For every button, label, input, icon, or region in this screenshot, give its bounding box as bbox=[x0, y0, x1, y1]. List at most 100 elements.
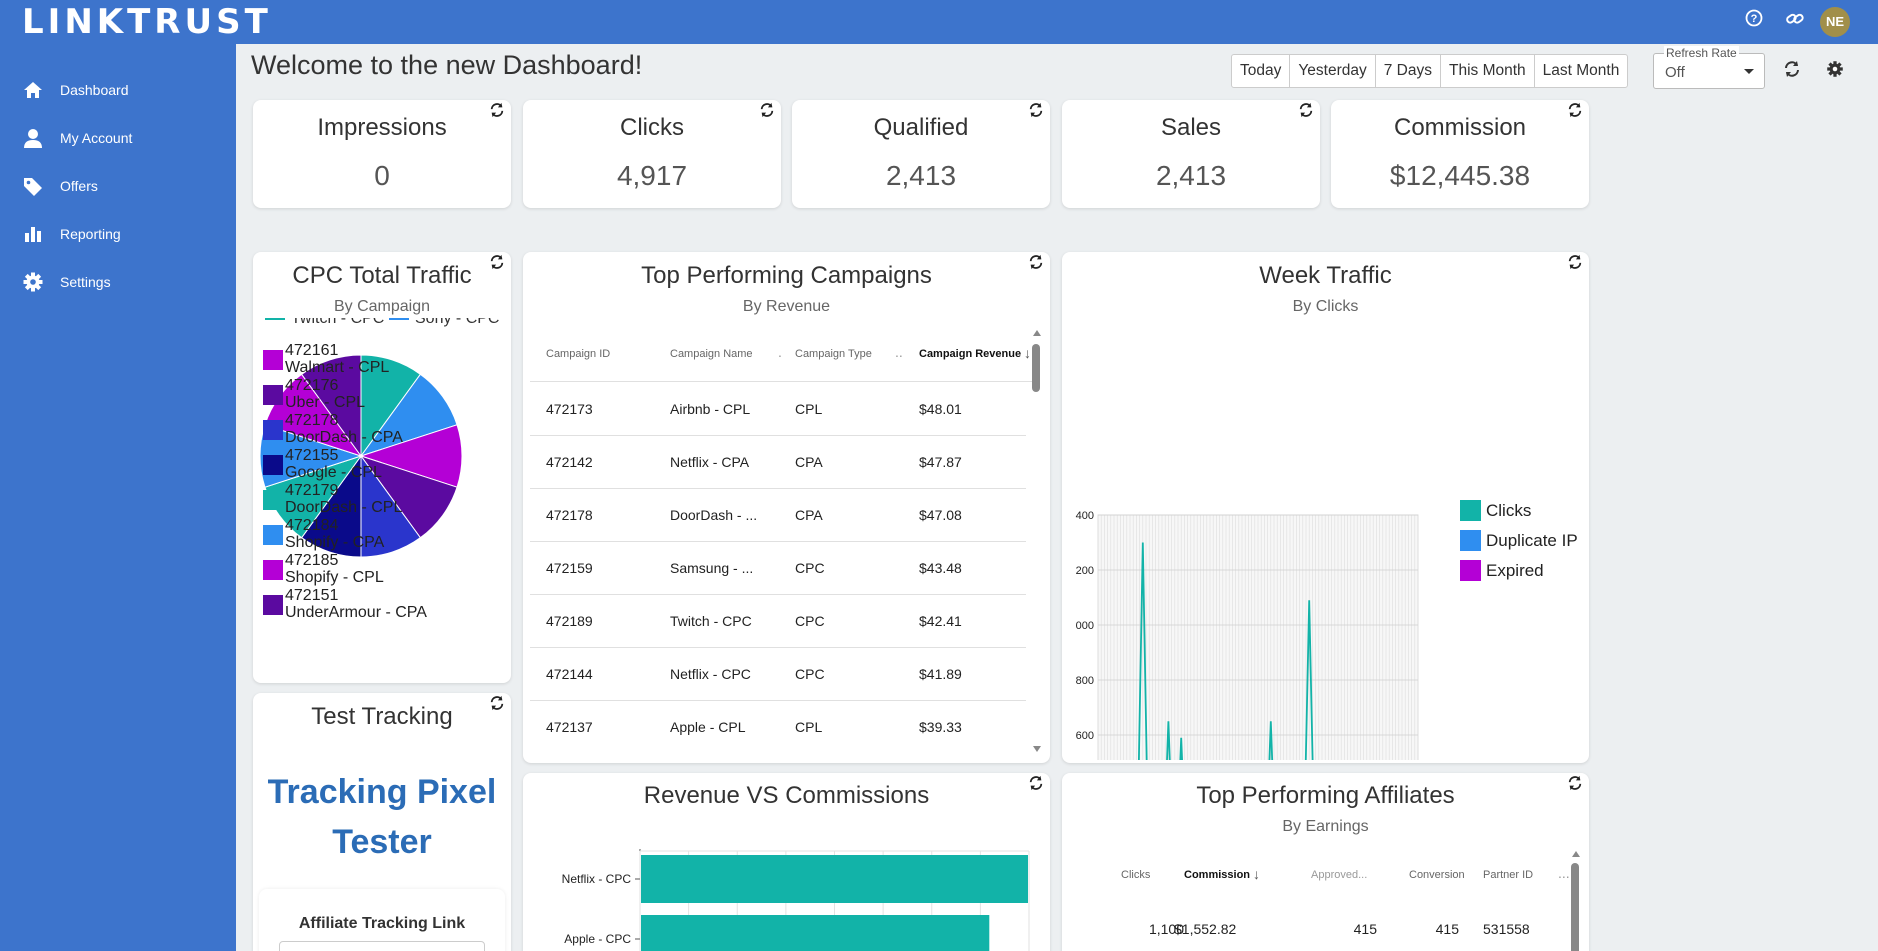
card-title: Week Traffic bbox=[1259, 262, 1392, 289]
table-cell: 472137 bbox=[546, 719, 593, 735]
chevron-down-icon bbox=[1744, 69, 1754, 74]
scrollbar-thumb[interactable] bbox=[1571, 863, 1579, 951]
range-7-days-button[interactable]: 7 Days bbox=[1376, 55, 1441, 87]
table-cell: 472173 bbox=[546, 401, 593, 417]
column-header-partner-id[interactable]: Partner ID bbox=[1483, 869, 1534, 881]
refresh-icon[interactable] bbox=[1565, 775, 1585, 795]
column-resize-handle[interactable]: .. bbox=[895, 344, 903, 360]
table-row[interactable]: 472178 DoorDash - ... CPA $47.08 bbox=[530, 489, 1026, 542]
legend-campaign-name: DoorDash - CPL bbox=[285, 499, 403, 516]
scroll-up-icon[interactable] bbox=[1033, 330, 1041, 336]
table-cell: $42.41 bbox=[919, 613, 962, 629]
refresh-icon[interactable] bbox=[487, 254, 507, 274]
link-icon[interactable] bbox=[1783, 9, 1807, 33]
pie-slice[interactable] bbox=[300, 354, 362, 458]
scroll-up-icon[interactable] bbox=[1572, 851, 1580, 857]
legend-swatch bbox=[1460, 500, 1481, 521]
legend-swatch bbox=[263, 525, 283, 545]
table-row[interactable]: 472144 Netflix - CPC CPC $41.89 bbox=[530, 648, 1026, 701]
legend-entry[interactable]: 472179 DoorDash - CPL bbox=[259, 482, 499, 522]
refresh-icon[interactable] bbox=[1026, 102, 1046, 122]
scroll-down-icon[interactable] bbox=[1033, 746, 1041, 752]
stat-card-clicks: Clicks 4,917 bbox=[523, 100, 781, 208]
table-cell: DoorDash - ... bbox=[670, 507, 758, 523]
refresh-icon[interactable] bbox=[487, 695, 507, 715]
column-resize-handle[interactable]: . bbox=[778, 344, 782, 360]
help-icon[interactable]: ? bbox=[1742, 9, 1766, 33]
table-row[interactable]: 472159 Samsung - ... CPC $43.48 bbox=[530, 542, 1026, 595]
person-icon bbox=[22, 127, 44, 149]
refresh-icon[interactable] bbox=[1026, 254, 1046, 274]
legend-entry[interactable]: 472184 Shopify - CPA bbox=[259, 517, 499, 557]
legend-entry[interactable]: 472155 Google - CPL bbox=[259, 447, 499, 487]
refresh-dashboard-button[interactable] bbox=[1779, 59, 1805, 85]
refresh-icon[interactable] bbox=[1026, 775, 1046, 795]
bar[interactable] bbox=[641, 915, 990, 951]
column-header-clicks[interactable]: Clicks bbox=[1121, 869, 1151, 881]
legend-campaign-name: Uber - CPL bbox=[285, 394, 366, 411]
range-last-month-button[interactable]: Last Month bbox=[1542, 62, 1620, 79]
legend-entry[interactable]: 472178 DoorDash - CPA bbox=[259, 412, 499, 452]
campaigns-scrollbar[interactable] bbox=[1032, 330, 1042, 754]
column-header-approved[interactable]: Approved... bbox=[1311, 869, 1368, 881]
column-resize-handle[interactable]: ... bbox=[1558, 865, 1570, 881]
legend-swatch bbox=[263, 455, 283, 475]
stat-card-impressions: Impressions 0 bbox=[253, 100, 511, 208]
table-cell: Netflix - CPA bbox=[670, 454, 750, 470]
sort-down-icon[interactable]: ↓ bbox=[1253, 866, 1260, 882]
legend-campaign-id: 472161 bbox=[285, 342, 339, 359]
legend-entry[interactable]: 472151 UnderArmour - CPA bbox=[259, 587, 499, 627]
stat-card-commission: Commission $12,445.38 bbox=[1331, 100, 1589, 208]
table-cell: 415 bbox=[1435, 921, 1459, 937]
table-cell: $47.87 bbox=[919, 454, 962, 470]
sidebar-item-my-account[interactable]: My Account bbox=[0, 117, 236, 157]
linktrust-logo[interactable]: LINKTRUST bbox=[22, 2, 272, 42]
dashboard-settings-button[interactable] bbox=[1822, 59, 1848, 85]
sidebar-item-reporting[interactable]: Reporting bbox=[0, 213, 236, 253]
table-row[interactable]: 472142 Netflix - CPA CPA $47.87 bbox=[530, 436, 1026, 489]
column-header-campaign-name[interactable]: Campaign Name bbox=[670, 348, 753, 360]
refresh-icon[interactable] bbox=[1296, 102, 1316, 122]
sidebar-item-dashboard[interactable]: Dashboard bbox=[0, 69, 236, 109]
refresh-icon[interactable] bbox=[1565, 254, 1585, 274]
user-avatar[interactable]: NE bbox=[1820, 7, 1850, 37]
legend-entry[interactable]: 472176 Uber - CPL bbox=[259, 377, 499, 417]
table-cell: Apple - CPL bbox=[670, 719, 746, 735]
legend-entry[interactable]: 472185 Shopify - CPL bbox=[259, 552, 499, 592]
column-header-campaign-id[interactable]: Campaign ID bbox=[546, 348, 611, 360]
table-row[interactable]: 472189 Twitch - CPC CPC $42.41 bbox=[530, 595, 1026, 648]
range-today-button[interactable]: Today bbox=[1232, 55, 1291, 87]
sidebar-item-offers[interactable]: Offers bbox=[0, 165, 236, 205]
table-row[interactable]: 472173 Airbnb - CPL CPL $48.01 bbox=[530, 383, 1026, 436]
column-header-campaign-revenue[interactable]: Campaign Revenue bbox=[919, 348, 1022, 360]
table-cell: $1,552.82 bbox=[1174, 921, 1237, 937]
column-header-commission[interactable]: Commission bbox=[1184, 869, 1251, 881]
revenue-vs-commissions-card: Revenue VS Commissions Netflix - CPC Appl… bbox=[523, 773, 1050, 951]
refresh-rate-select[interactable]: Refresh Rate Off bbox=[1653, 46, 1765, 89]
column-header-campaign-type[interactable]: Campaign Type bbox=[795, 348, 872, 360]
gear-icon bbox=[1827, 61, 1843, 77]
sort-down-icon[interactable]: ↓ bbox=[1024, 345, 1031, 361]
legend-label: Expired bbox=[1486, 561, 1544, 580]
sidebar-item-settings[interactable]: Settings bbox=[0, 261, 236, 301]
table-cell: 472189 bbox=[546, 613, 593, 629]
bar[interactable] bbox=[641, 855, 1028, 903]
scrollbar-thumb[interactable] bbox=[1032, 344, 1040, 392]
card-subtitle: By Clicks bbox=[1292, 298, 1359, 315]
refresh-icon[interactable] bbox=[487, 102, 507, 122]
card-title: CPC Total Traffic bbox=[292, 262, 472, 289]
table-row[interactable]: 472137 Apple - CPL CPL $39.33 bbox=[530, 701, 1026, 752]
legend-entry[interactable]: 472161 Walmart - CPL bbox=[259, 342, 499, 382]
refresh-icon[interactable] bbox=[1565, 102, 1585, 122]
range-this-month-button[interactable]: This Month bbox=[1441, 55, 1535, 87]
refresh-icon[interactable] bbox=[757, 102, 777, 122]
range-yesterday-button[interactable]: Yesterday bbox=[1290, 55, 1376, 87]
affiliate-tracking-link-label: Affiliate Tracking Link bbox=[298, 915, 466, 932]
affiliate-tracking-link-input[interactable] bbox=[279, 941, 485, 951]
stat-value: 0 bbox=[374, 160, 390, 191]
y-tick-label: 000 bbox=[1076, 620, 1094, 632]
table-row[interactable]: 1,100 $1,552.82 415 415 531558 bbox=[1069, 903, 1565, 951]
card-title: Top Performing Campaigns bbox=[641, 262, 932, 289]
column-header-conversion[interactable]: Conversion bbox=[1409, 869, 1465, 881]
affiliates-scrollbar[interactable] bbox=[1571, 851, 1581, 951]
